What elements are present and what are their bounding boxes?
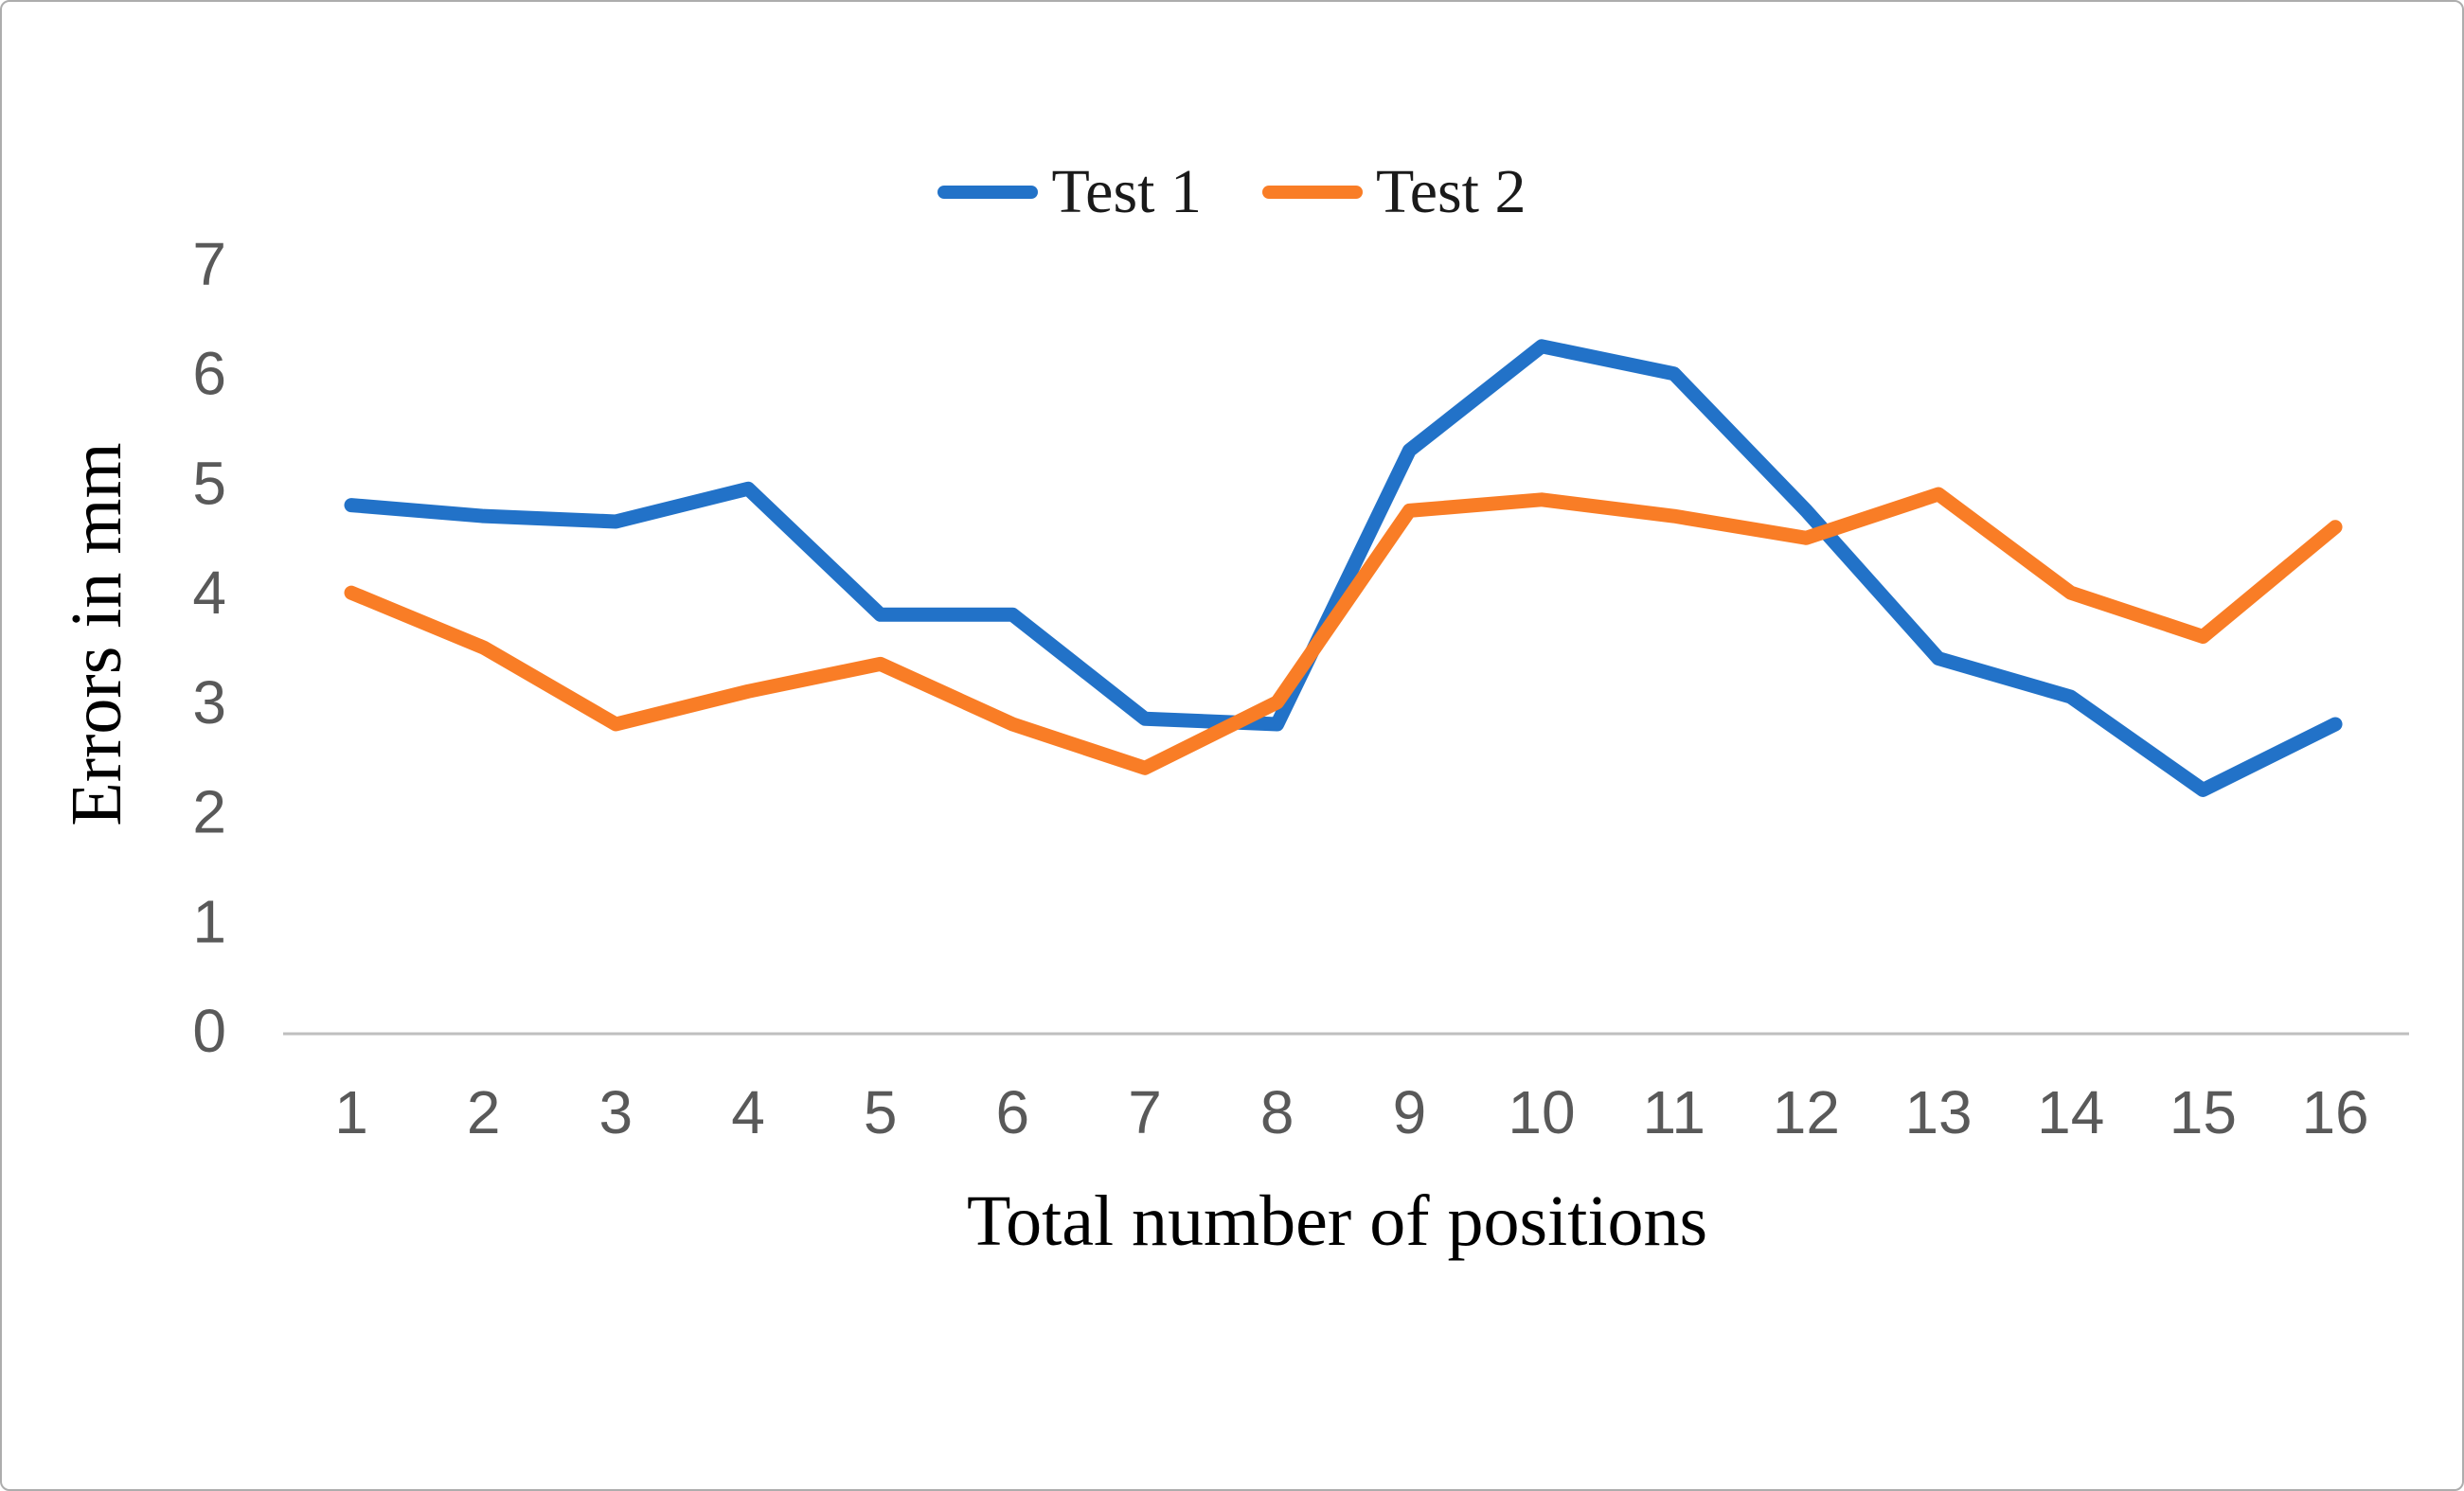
- x-axis-tick-label: 14: [2037, 1078, 2104, 1146]
- x-axis-tick-label: 10: [1508, 1078, 1575, 1146]
- x-axis-tick-label: 15: [2169, 1078, 2237, 1146]
- legend-item-test-1: Test 1: [937, 161, 1202, 223]
- x-axis-tick-label: 4: [731, 1078, 765, 1146]
- x-axis-tick-label: 6: [996, 1078, 1030, 1146]
- x-axis-tick-label: 11: [1642, 1078, 1705, 1146]
- y-axis-tick-label: 1: [192, 887, 226, 955]
- y-axis-tick-label: 7: [192, 230, 226, 298]
- legend-swatch-test-1: [937, 186, 1039, 199]
- y-axis-tick-label: 6: [192, 340, 226, 408]
- y-axis-tick-label: 3: [192, 668, 226, 737]
- y-axis-tick-label: 0: [192, 997, 226, 1065]
- legend-item-test-2: Test 2: [1262, 161, 1527, 223]
- x-axis-tick-label: 7: [1128, 1078, 1162, 1146]
- x-axis-tick-label: 5: [864, 1078, 898, 1146]
- x-axis-tick-label: 8: [1260, 1078, 1294, 1146]
- x-axis-tick-label: 12: [1773, 1078, 1840, 1146]
- x-axis-tick-label: 3: [599, 1078, 634, 1146]
- series-line-test-2: [344, 487, 2343, 775]
- y-axis-tick-label: 5: [192, 449, 226, 517]
- legend-label-test-2: Test 2: [1376, 157, 1527, 226]
- x-axis-tick-label: 9: [1393, 1078, 1427, 1146]
- x-axis-tick-label: 2: [467, 1078, 501, 1146]
- y-axis-tick-label: 4: [192, 559, 226, 627]
- series-line-test-1: [344, 339, 2343, 797]
- x-axis-title: Total number of positions: [966, 1181, 1708, 1261]
- y-axis-title: Errors in mm: [57, 442, 136, 826]
- legend-swatch-test-2: [1262, 186, 1363, 199]
- x-axis-tick-label: 1: [334, 1078, 368, 1146]
- x-axis-tick-label: 13: [1904, 1078, 1972, 1146]
- x-axis-tick-label: 16: [2301, 1078, 2368, 1146]
- y-axis-tick-label: 2: [192, 778, 226, 846]
- chart-legend: Test 1 Test 2: [2, 161, 2462, 223]
- legend-label-test-1: Test 1: [1051, 157, 1202, 226]
